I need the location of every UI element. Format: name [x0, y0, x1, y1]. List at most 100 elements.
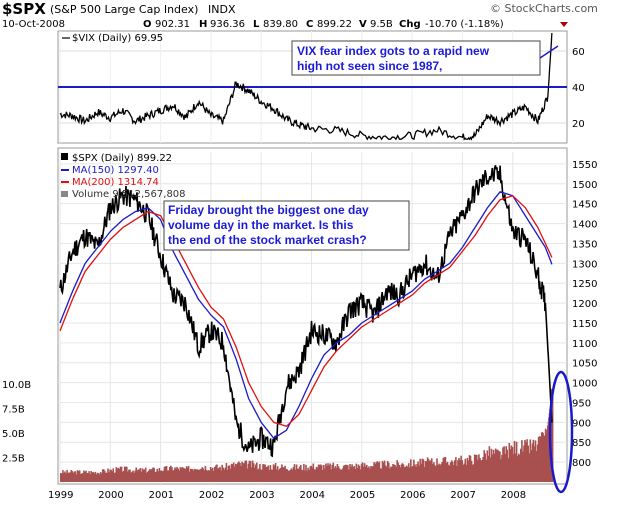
vix-y-tick-label: 40 [572, 83, 585, 94]
spx-annotation-box [163, 200, 410, 251]
volume-bar [92, 472, 95, 482]
volume-bar [388, 462, 390, 482]
volume-bar [535, 451, 538, 482]
volume-bar [291, 469, 294, 482]
volume-bar [213, 470, 215, 482]
volume-bar [536, 444, 539, 482]
x-tick-label: 2001 [149, 490, 174, 501]
volume-bar [69, 472, 71, 482]
x-tick-label: 2007 [450, 490, 475, 501]
volume-bar [421, 458, 424, 482]
volume-bar [467, 460, 470, 482]
volume-bar [409, 467, 411, 482]
volume-bar [149, 469, 151, 482]
spx-legend-volume: Volume 9,512,567,808 [72, 189, 186, 200]
volume-bar [183, 468, 186, 482]
volume-bar [295, 464, 298, 482]
volume-bar [84, 471, 86, 482]
volume-bar [202, 468, 205, 482]
volume-bar [249, 460, 252, 482]
header-watermark: © StockCharts.com [490, 2, 598, 15]
volume-bar [261, 469, 263, 482]
volume-bar [123, 466, 126, 482]
x-tick-label: 2006 [400, 490, 425, 501]
volume-bar [239, 463, 241, 482]
volume-bar [276, 466, 279, 482]
vix-series-line [59, 33, 553, 141]
spx-annotation: Friday brought the biggest one day volum… [168, 203, 372, 247]
volume-bar [78, 470, 81, 482]
volume-bar [144, 467, 147, 482]
volume-bar [265, 467, 267, 482]
volume-bar [432, 464, 434, 482]
volume-bar [516, 456, 519, 482]
volume-bar [85, 470, 87, 482]
volume-bar [515, 441, 518, 482]
spx-legend: $SPX (Daily) 899.22 MA(150) 1297.40 MA(2… [61, 153, 186, 200]
volume-bar [329, 463, 331, 482]
volume-bar [70, 470, 73, 482]
volume-bar [406, 466, 409, 482]
volume-bar [351, 464, 353, 482]
volume-bar [214, 467, 216, 482]
volume-bar [486, 450, 489, 482]
volume-bar [184, 469, 187, 482]
volume-bar [118, 469, 121, 482]
volume-bar [121, 471, 124, 482]
volume-bar [67, 472, 69, 482]
volume-bar [471, 464, 474, 482]
spx-y-tick-label: 1450 [572, 200, 597, 211]
volume-bar [449, 462, 452, 482]
volume-bar [498, 450, 500, 482]
volume-bar [139, 468, 142, 482]
volume-bar [521, 440, 523, 482]
volume-bar [519, 454, 521, 482]
volume-bar [464, 458, 467, 482]
volume-bar [203, 470, 206, 482]
volume-bar [148, 470, 150, 482]
volume-bar [122, 471, 125, 482]
volume-bar [395, 466, 397, 482]
volume-bar [371, 466, 373, 482]
volume-bar [115, 467, 118, 482]
volume-bar [242, 463, 244, 482]
volume-bar [145, 472, 148, 482]
volume-bar [166, 470, 169, 482]
volume-bar [182, 467, 185, 482]
volume-bar [426, 457, 429, 482]
volume-bar [73, 471, 76, 482]
volume-bar [260, 469, 262, 482]
quote-high: 936.36 [210, 19, 245, 30]
volume-bar [411, 466, 413, 482]
volume-bar [286, 469, 288, 482]
volume-bar [404, 466, 407, 482]
volume-bar [448, 465, 451, 482]
volume-y-tick-label: 10.0B [2, 380, 31, 391]
volume-bar [188, 471, 191, 482]
volume-bar [298, 466, 301, 482]
volume-bar [414, 464, 416, 482]
volume-bar [490, 448, 493, 482]
spx-y-tick-label: 1250 [572, 279, 597, 290]
volume-bar [272, 464, 275, 482]
volume-bar [501, 454, 503, 482]
volume-bar [93, 473, 96, 482]
volume-bar [433, 462, 435, 482]
header-quote: O 902.31 H 936.36 L 839.80 C 899.22 V 9.… [143, 19, 504, 30]
volume-bar [385, 466, 388, 482]
volume-bar [532, 439, 535, 482]
volume-bar [171, 467, 173, 482]
volume-bar [142, 469, 145, 482]
volume-bar [105, 472, 107, 482]
quote-close-label: C [306, 19, 313, 30]
volume-bar [342, 465, 345, 482]
volume-bar [361, 462, 364, 482]
volume-bar [185, 466, 188, 482]
volume-bar [362, 466, 365, 482]
volume-bar [375, 462, 377, 482]
spx-y-tick-label: 900 [572, 418, 591, 429]
quote-volume: 9.5B [370, 19, 393, 30]
volume-bar [211, 467, 214, 482]
volume-bar [64, 471, 66, 482]
volume-bar [457, 460, 459, 482]
